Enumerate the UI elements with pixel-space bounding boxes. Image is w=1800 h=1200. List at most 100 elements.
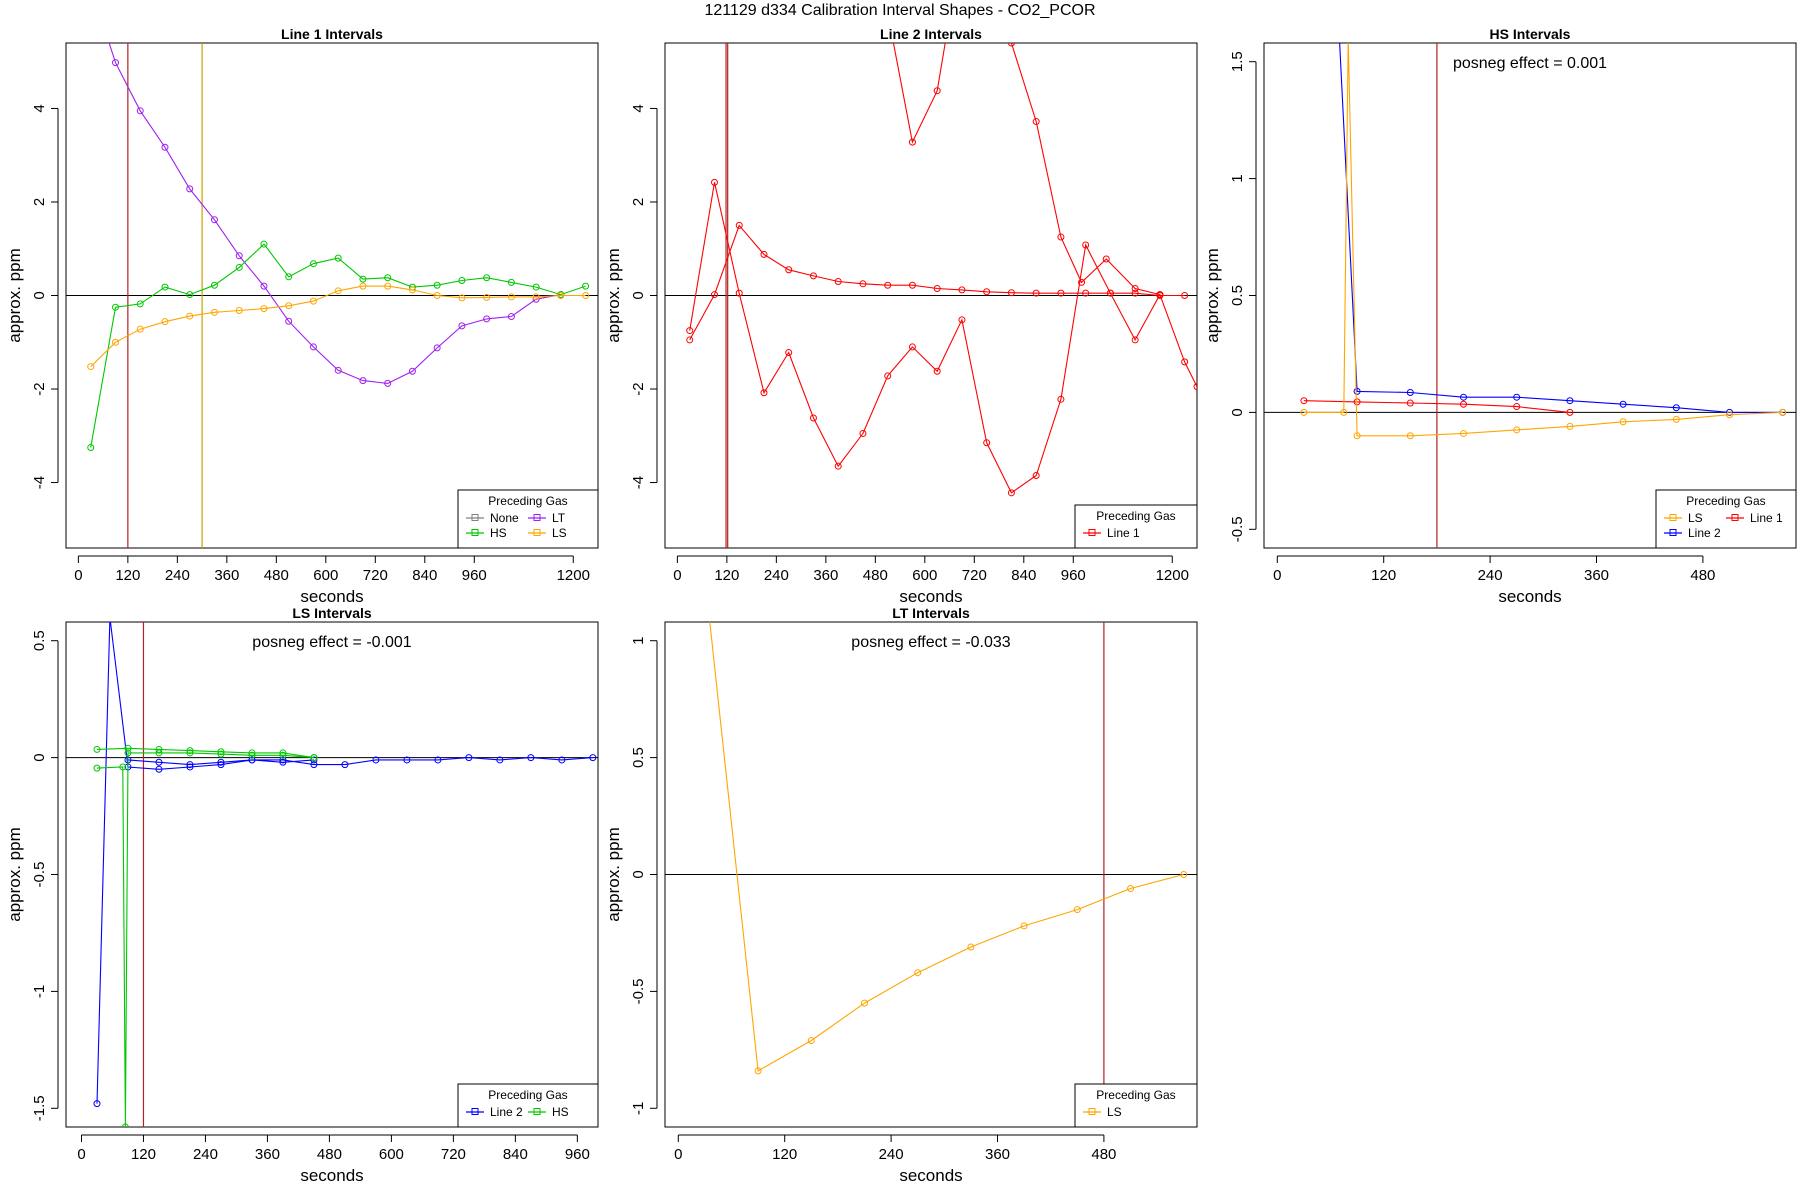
x-tick-label: 600 bbox=[379, 1146, 404, 1163]
data-point bbox=[582, 292, 590, 299]
data-point bbox=[217, 750, 225, 758]
panel-3: HS Intervals 0 120 240 360 480 seconds -0.5 0 0.5… bbox=[1203, 26, 1797, 606]
data-point bbox=[507, 278, 515, 286]
legend-entry: None bbox=[466, 511, 519, 525]
data-point bbox=[1127, 885, 1134, 893]
x-tick-label: 480 bbox=[264, 567, 289, 584]
data-point bbox=[1726, 411, 1733, 419]
y-tick-label: 2 bbox=[630, 198, 647, 206]
data-point bbox=[186, 291, 194, 299]
y-axis: -1.5 -1 -0.5 0 0.5 bbox=[31, 630, 59, 1121]
data-point bbox=[914, 969, 922, 977]
data-point bbox=[1513, 426, 1521, 434]
series-line-1 bbox=[686, 221, 1189, 344]
data-point bbox=[1566, 422, 1574, 430]
data-point bbox=[1406, 389, 1414, 397]
data-point bbox=[859, 280, 867, 288]
x-tick-label: 360 bbox=[1584, 567, 1609, 584]
series-hs bbox=[87, 240, 590, 451]
data-point bbox=[754, 1067, 762, 1075]
data-point bbox=[1619, 418, 1627, 426]
data-point bbox=[310, 761, 318, 769]
data-point bbox=[161, 318, 169, 326]
data-point bbox=[1106, 289, 1114, 297]
legend-label: None bbox=[490, 511, 519, 525]
panel-title: Line 2 Intervals bbox=[880, 26, 982, 42]
legend: Preceding Gas Line 2 HS bbox=[457, 1083, 599, 1128]
data-point bbox=[933, 87, 941, 95]
data-point bbox=[1406, 399, 1414, 407]
data-point bbox=[359, 275, 367, 283]
x-tick-label: 720 bbox=[441, 1146, 466, 1163]
data-point bbox=[1726, 408, 1733, 416]
data-point bbox=[834, 277, 842, 285]
data-point bbox=[1057, 233, 1065, 241]
y-axis: -1 -0.5 0 0.5 1 bbox=[630, 637, 658, 1115]
panel-title: Line 1 Intervals bbox=[281, 26, 383, 42]
data-point bbox=[136, 300, 144, 308]
series-line-2 bbox=[93, 622, 597, 1108]
data-point bbox=[1007, 489, 1015, 497]
data-point bbox=[834, 462, 842, 470]
plot-area bbox=[1264, 43, 1796, 548]
data-point bbox=[1300, 397, 1308, 405]
series-line bbox=[689, 182, 1197, 494]
x-tick-label: 960 bbox=[565, 1146, 590, 1163]
series-line bbox=[96, 752, 314, 1127]
y-axis-label: approx. ppm bbox=[604, 248, 623, 343]
data-point bbox=[93, 764, 101, 772]
legend-entry: Line 2 bbox=[1664, 526, 1721, 540]
series-line-2 bbox=[1339, 43, 1787, 416]
series-lt bbox=[108, 43, 565, 387]
data-point bbox=[496, 756, 504, 764]
data-point bbox=[1513, 393, 1521, 401]
legend-entry: LS bbox=[1664, 511, 1703, 525]
y-axis-label: approx. ppm bbox=[5, 827, 24, 922]
legend-label: Line 2 bbox=[1688, 526, 1721, 540]
data-point bbox=[1078, 278, 1086, 286]
data-point bbox=[248, 756, 256, 764]
data-point bbox=[1057, 289, 1065, 297]
data-point bbox=[908, 281, 916, 289]
data-point bbox=[532, 283, 540, 291]
y-tick-label: 0.5 bbox=[31, 630, 48, 651]
x-tick-label: 480 bbox=[317, 1146, 342, 1163]
legend-box bbox=[1655, 489, 1797, 549]
series-unnamed-1 bbox=[686, 178, 1197, 497]
data-point bbox=[111, 303, 119, 311]
data-point bbox=[210, 281, 218, 289]
data-point bbox=[310, 754, 318, 762]
y-tick-label: 4 bbox=[630, 104, 647, 112]
data-point bbox=[686, 336, 694, 344]
data-point bbox=[1007, 289, 1015, 297]
data-point bbox=[279, 751, 287, 759]
x-tick-label: 600 bbox=[313, 567, 338, 584]
data-point bbox=[1353, 432, 1361, 440]
data-point bbox=[285, 317, 293, 325]
x-axis-label: seconds bbox=[300, 1166, 363, 1185]
data-point bbox=[186, 749, 194, 757]
x-tick-label: 0 bbox=[674, 1146, 682, 1163]
data-point bbox=[93, 1100, 101, 1108]
data-point bbox=[235, 306, 243, 314]
legend-entry: LS bbox=[528, 526, 567, 540]
data-point bbox=[1131, 289, 1139, 297]
data-point bbox=[1007, 43, 1015, 47]
series-line bbox=[96, 622, 593, 1104]
data-point bbox=[532, 295, 540, 303]
legend-label: LS bbox=[1107, 1105, 1122, 1119]
data-point bbox=[408, 286, 416, 294]
plot-area bbox=[665, 43, 1197, 548]
data-point bbox=[279, 749, 287, 757]
plot-area bbox=[665, 622, 1197, 1127]
y-tick-label: -0.5 bbox=[1229, 516, 1246, 542]
data-point bbox=[507, 313, 515, 321]
data-point bbox=[279, 758, 287, 766]
data-point bbox=[93, 745, 101, 753]
data-point bbox=[908, 138, 916, 146]
posneg-annotation: posneg effect = 0.001 bbox=[1453, 55, 1607, 72]
data-point bbox=[217, 761, 225, 769]
data-point bbox=[983, 439, 991, 447]
x-tick-label: 360 bbox=[813, 567, 838, 584]
y-tick-label: -0.5 bbox=[630, 978, 647, 1004]
